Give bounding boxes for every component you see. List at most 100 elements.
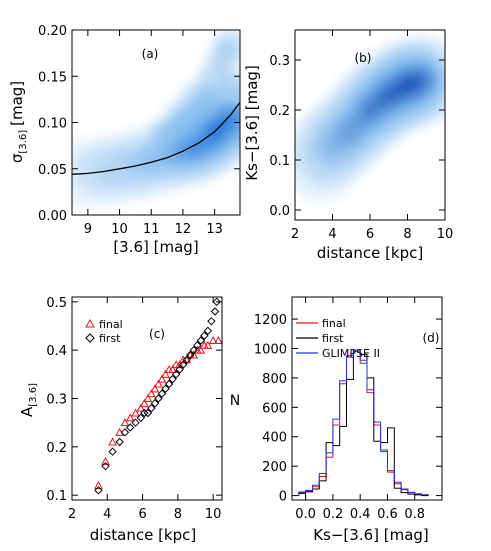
point-final — [120, 418, 130, 427]
legend-first-label: first — [99, 332, 121, 345]
x-tick-label: 13 — [206, 222, 223, 237]
x-tick-label: 11 — [143, 222, 160, 237]
legend-glimpse-label: GLIMPSE II — [322, 347, 380, 360]
x-axis-ticks: 2 4 6 8 10 — [68, 297, 222, 522]
x-tick-label: 2 — [291, 227, 299, 242]
point-first — [178, 360, 188, 369]
y-axis-ticks: 0.1 0.2 0.3 0.4 0.5 — [46, 296, 222, 504]
fit-curve — [71, 101, 241, 175]
y-tick-label: 0.10 — [38, 117, 67, 132]
x-axis-ticks: 0.0 0.2 0.4 0.6 0.8 — [295, 297, 425, 522]
x-axis-label: distance [kpc] — [90, 526, 197, 544]
density-blobs — [295, 38, 445, 202]
point-first — [200, 331, 209, 340]
point-final — [189, 350, 199, 359]
density-map — [72, 30, 240, 208]
point-first — [150, 399, 160, 408]
point-final — [208, 335, 218, 344]
density-core — [358, 96, 382, 124]
density-fan-blob — [214, 30, 240, 58]
y-axis-ticks: 0.00 0.05 0.10 0.15 0.20 — [38, 24, 240, 224]
x-tick-label: 0.8 — [404, 507, 425, 522]
density-core — [138, 150, 165, 173]
density-fan-blob — [173, 113, 206, 142]
x-axis-ticks: 2 4 6 8 10 — [291, 30, 453, 242]
x-tick-label: 6 — [366, 227, 374, 242]
y-axis-label: Ks−[3.6] [mag] — [243, 65, 261, 181]
x-tick-label: 8 — [174, 507, 182, 522]
x-tick-label: 0.2 — [323, 507, 344, 522]
point-first — [164, 379, 174, 389]
point-final — [175, 360, 184, 369]
point-final — [154, 379, 163, 388]
y-tick-label: 0.00 — [38, 209, 67, 224]
point-final — [214, 335, 223, 344]
point-first — [161, 384, 170, 394]
point-final — [108, 437, 117, 446]
y-tick-label: 0.05 — [38, 163, 67, 178]
point-first — [193, 341, 202, 350]
x-axis-label: distance [kpc] — [317, 244, 424, 262]
point-final — [147, 389, 156, 398]
y-axis-label-sub: [3.6] — [28, 383, 39, 407]
x-tick-label: 10 — [111, 222, 128, 237]
y-tick-label: 0.3 — [269, 54, 290, 69]
point-first — [154, 394, 163, 403]
y-tick-label: 0.2 — [46, 441, 67, 456]
point-final — [150, 384, 160, 393]
point-first — [147, 403, 156, 413]
y-tick-label: 0.4 — [46, 344, 67, 359]
point-first — [101, 461, 110, 471]
y-axis-ticks: 0 200 400 600 800 1000 1200 — [254, 313, 442, 505]
histogram — [298, 349, 429, 497]
legend-first-marker — [85, 333, 95, 343]
point-first — [210, 307, 220, 316]
x-tick-label: 0.0 — [295, 507, 316, 522]
point-first — [203, 326, 213, 336]
x-tick-label: 4 — [103, 507, 111, 522]
point-first — [157, 389, 167, 398]
x-tick-label: 6 — [138, 507, 146, 522]
y-axis-ticks: 0.0 0.1 0.2 0.3 — [269, 54, 445, 219]
x-tick-label: 2 — [68, 507, 76, 522]
y-tick-label: 0.5 — [46, 296, 67, 311]
y-tick-label: 0 — [279, 490, 287, 505]
density-fan — [151, 30, 240, 146]
y-tick-label: 400 — [262, 431, 287, 446]
point-first — [196, 336, 206, 345]
histogram-final — [298, 350, 429, 496]
density-core — [339, 116, 364, 144]
x-tick-label: 10 — [205, 507, 222, 522]
point-final — [203, 340, 213, 349]
y-axis-label-main: σ — [8, 153, 26, 163]
y-axis-label-sub: [3.6] — [18, 130, 29, 154]
point-first — [171, 370, 181, 379]
point-final — [125, 413, 135, 422]
legend-final-label: final — [322, 317, 346, 330]
point-first — [207, 316, 216, 326]
panel-d: 0.0 0.2 0.4 0.6 0.8 0 200 400 600 800 1000 1200 fi… — [230, 296, 443, 544]
y-tick-label: 0.1 — [46, 489, 67, 504]
point-first — [189, 345, 198, 355]
point-final — [196, 345, 206, 354]
y-tick-label: 0.15 — [38, 70, 67, 85]
y-axis-label: N — [230, 393, 240, 409]
point-first — [182, 355, 191, 365]
density-fan-blob — [217, 71, 240, 100]
x-tick-label: 12 — [175, 222, 192, 237]
point-first — [136, 413, 146, 423]
point-first — [140, 408, 149, 418]
point-first — [212, 297, 221, 307]
point-final — [161, 369, 170, 378]
y-tick-label: 1200 — [254, 313, 287, 328]
point-first — [94, 486, 103, 495]
point-final — [143, 393, 153, 402]
y-tick-label: 0.0 — [269, 204, 290, 219]
point-first — [108, 447, 117, 456]
y-tick-label: 0.2 — [269, 104, 290, 119]
y-tick-label: 200 — [262, 460, 287, 475]
point-final — [101, 456, 110, 465]
point-first — [115, 437, 124, 447]
panel-label: (d) — [423, 331, 440, 345]
density-core — [376, 81, 401, 109]
